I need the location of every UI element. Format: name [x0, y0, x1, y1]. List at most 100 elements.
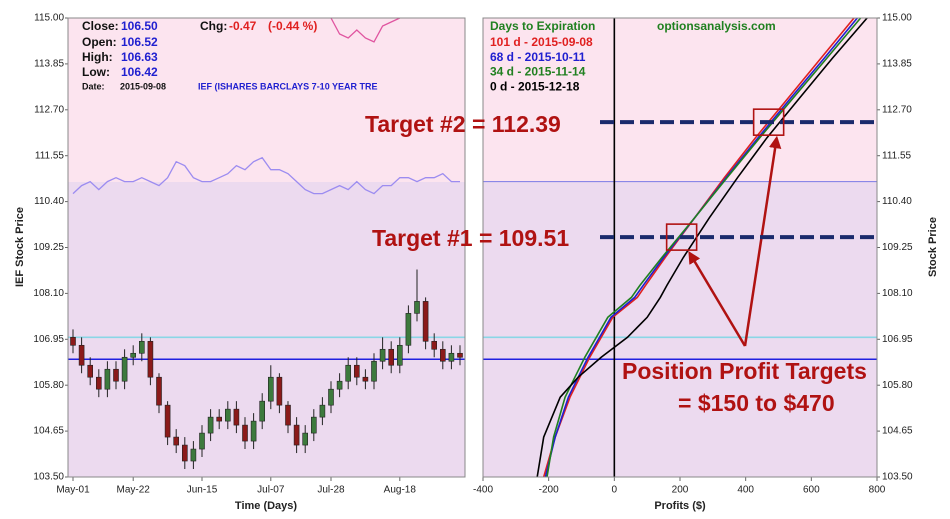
candle-body [345, 364, 352, 382]
y-tick-label: 109.25 [33, 242, 64, 253]
candle-body [121, 356, 128, 382]
target-label: Target #1 = 109.51 [372, 225, 569, 251]
info-label: Low: [82, 65, 110, 79]
candle-body [362, 376, 369, 382]
y-tick-label: 111.55 [35, 150, 65, 161]
candle-body [259, 400, 266, 422]
candle-body [414, 301, 420, 314]
target-box [752, 108, 785, 136]
candle-body [388, 348, 395, 366]
candle-body [448, 352, 455, 362]
candle-body [310, 416, 317, 434]
candle-body [70, 337, 76, 346]
info-value: -0.47 [229, 19, 257, 33]
x-tick-label: 400 [737, 485, 754, 496]
y-tick-label: 106.95 [882, 334, 913, 345]
candle-body [225, 408, 231, 422]
annotation: Position Profit Targets [622, 358, 867, 384]
candle-body [276, 376, 283, 406]
candle-body [353, 364, 360, 378]
left-plot [68, 18, 465, 470]
y-tick-label: 111.55 [882, 150, 912, 161]
info-value: 2015-09-08 [120, 81, 166, 91]
candle-body [182, 444, 188, 462]
y-tick-label: 104.65 [882, 426, 913, 437]
overlay-line [330, 18, 401, 43]
candle-body [396, 344, 403, 366]
frame [482, 17, 878, 478]
target-box [665, 223, 698, 251]
candle-body [319, 404, 326, 418]
y-tick-label: 113.85 [34, 59, 64, 70]
candle-body [113, 368, 119, 382]
info-label: Open: [82, 35, 117, 49]
y-tick-label: 113.85 [882, 59, 912, 70]
x-tick-label: Aug-18 [384, 485, 417, 496]
annotations [600, 108, 877, 347]
panel-lower [483, 182, 877, 477]
y-tick-label: 115.00 [882, 13, 912, 24]
panel-upper [68, 18, 465, 182]
x-axis-title: Profits ($) [654, 500, 706, 512]
x-tick-label: -400 [473, 485, 493, 496]
info-label: Date: [82, 81, 105, 91]
candle-body [250, 420, 257, 442]
legend-entry: 34 d - 2015-11-14 [490, 65, 586, 79]
info-value: 106.50 [121, 19, 158, 33]
x-tick-label: May-01 [56, 485, 90, 496]
y-tick-label: 110.40 [882, 196, 912, 207]
candle-body [285, 404, 291, 426]
frame [67, 17, 466, 478]
candle-body [147, 340, 154, 378]
candle-body [328, 388, 334, 406]
y-tick-label: 103.50 [882, 472, 913, 483]
info-label: Close: [82, 19, 119, 33]
info-label: High: [82, 50, 113, 64]
x-tick-label: 600 [803, 485, 820, 496]
candle-body [302, 432, 309, 446]
candle-body [405, 313, 412, 346]
y-axis-title: Stock Price [927, 217, 939, 277]
x-tick-label: Jul-28 [317, 485, 345, 496]
arrow [743, 135, 782, 347]
candle-body [242, 424, 248, 442]
x-tick-label: 800 [869, 485, 886, 496]
info-value: 106.63 [121, 50, 158, 64]
candle-body [336, 380, 343, 390]
y-tick-label: 112.70 [882, 104, 912, 115]
y-tick-label: 108.10 [882, 288, 913, 299]
candle-body [164, 404, 171, 438]
y-tick-label: 105.80 [882, 380, 913, 391]
candle-body [130, 352, 136, 358]
candle-body [267, 376, 274, 402]
candle-body [96, 376, 102, 390]
candle-body [104, 368, 111, 390]
info-value: 106.42 [121, 65, 158, 79]
candle-body [207, 416, 214, 434]
y-tick-label: 108.10 [33, 288, 64, 299]
candle-body [87, 364, 93, 378]
candle-body [216, 416, 222, 422]
y-axis-title: IEF Stock Price [14, 207, 26, 287]
payoff-line [544, 18, 858, 477]
candle-body [173, 436, 179, 446]
x-axis-title: Time (Days) [235, 500, 297, 512]
payoff-line [542, 18, 855, 477]
y-tick-label: 105.80 [33, 380, 64, 391]
candle-body [139, 340, 145, 354]
x-tick-label: Jul-07 [257, 485, 285, 496]
info-value: 106.52 [121, 35, 158, 49]
info-label: Chg: [200, 19, 227, 33]
candle-body [190, 448, 197, 462]
x-tick-label: 0 [612, 485, 618, 496]
arrow [688, 250, 747, 347]
overlay-line [72, 156, 460, 195]
panel-upper [483, 18, 877, 182]
legend-entry: 0 d - 2015-12-18 [490, 79, 580, 93]
x-tick-label: 200 [672, 485, 689, 496]
y-tick-label: 109.25 [882, 242, 913, 253]
symbol: IEF (ISHARES BARCLAYS 7-10 YEAR TRE [198, 81, 378, 91]
candle-body [379, 348, 386, 362]
y-tick-label: 112.70 [34, 104, 64, 115]
